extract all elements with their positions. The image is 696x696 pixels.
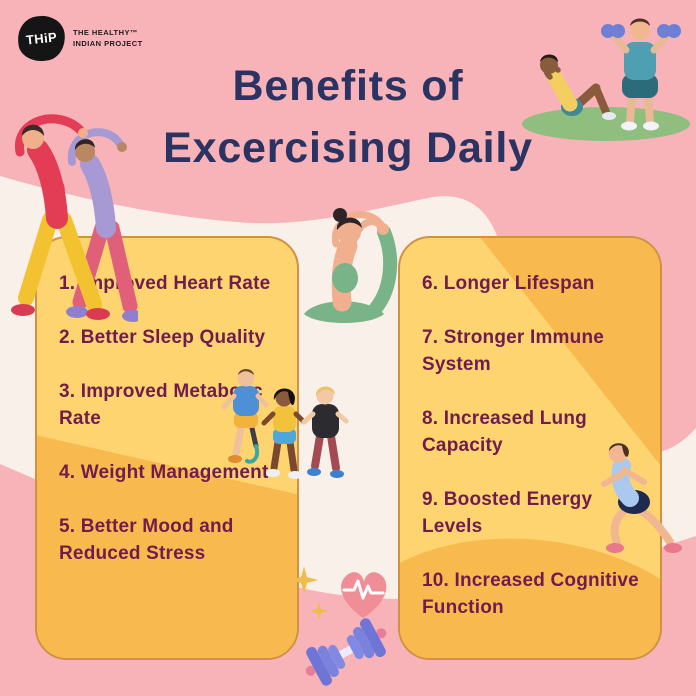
dumbbell-heart-illustration	[290, 566, 387, 686]
logo-tagline: THE HEALTHY™ INDIAN PROJECT	[73, 28, 143, 49]
benefit-item-5: 5. Better Mood and Reduced Stress	[59, 515, 234, 564]
benefit-item-6: 6. Longer Lifespan	[422, 273, 595, 294]
logo-tagline-line1: THE HEALTHY™	[73, 28, 138, 37]
benefits-panel-right: 6. Longer Lifespan 7. Stronger Immune Sy…	[398, 236, 662, 660]
logo-tagline-line2: INDIAN PROJECT	[73, 38, 143, 48]
benefit-item-2: 2. Better Sleep Quality	[59, 326, 266, 348]
benefit-item-1: 1. Improved Heart Rate	[59, 273, 271, 294]
benefits-list-1-5: 1. Improved Heart Rate 2. Better Sleep Q…	[37, 238, 297, 568]
benefit-item-8: 8. Increased Lung Capacity	[422, 407, 587, 456]
joggers-illustration	[221, 369, 349, 479]
page-title: Benefits of Excercising Daily	[0, 56, 696, 180]
benefit-item-7: 7. Stronger Immune System	[422, 326, 605, 375]
runner-illustration	[601, 443, 682, 553]
thip-logo: THiP THE HEALTHY™ INDIAN PROJECT	[15, 13, 143, 64]
logo-mark-text: THiP	[25, 29, 58, 48]
benefits-list-6-10: 6. Longer Lifespan 7. Stronger Immune Sy…	[400, 238, 660, 622]
benefit-item-3: 3. Improved Metabolic Rate	[59, 380, 263, 429]
yoga-pose-illustration	[304, 208, 398, 323]
benefit-item-10: 10. Increased Cognitive Function	[422, 569, 639, 618]
workout-duo-illustration	[522, 18, 690, 141]
benefit-item-9: 9. Boosted Energy Levels	[422, 488, 593, 537]
thip-logo-mark: THiP	[15, 13, 68, 64]
benefit-item-4: 4. Weight Management	[59, 461, 269, 483]
stretching-duo-illustration	[11, 114, 138, 322]
title-line-2: Excercising Daily	[163, 123, 533, 172]
title-line-1: Benefits of	[232, 62, 464, 110]
